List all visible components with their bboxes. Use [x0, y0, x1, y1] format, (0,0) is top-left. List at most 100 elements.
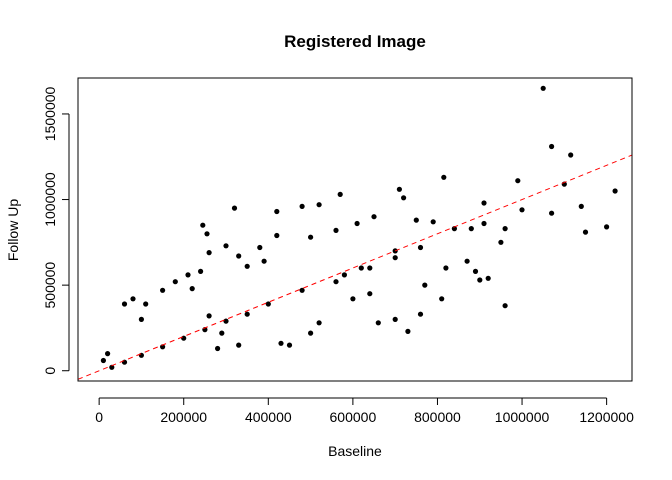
y-tick-label: 0: [42, 367, 58, 375]
data-point: [375, 320, 381, 326]
data-point: [549, 143, 555, 150]
chart-title: Registered Image: [284, 32, 426, 51]
data-point: [261, 258, 267, 264]
data-point: [333, 227, 339, 233]
data-point: [502, 226, 508, 232]
data-point: [371, 214, 377, 220]
data-point: [244, 311, 250, 317]
data-point: [316, 202, 322, 208]
data-point: [519, 207, 525, 213]
data-point: [206, 313, 212, 319]
data-point: [350, 296, 356, 302]
data-point: [274, 232, 280, 239]
data-point: [367, 265, 373, 271]
data-point: [198, 268, 204, 274]
data-point: [204, 231, 210, 237]
data-point: [515, 178, 521, 184]
data-point: [265, 301, 271, 307]
data-point: [405, 328, 411, 334]
data-point: [498, 239, 504, 245]
x-tick-label: 200000: [160, 409, 207, 425]
data-point: [130, 296, 136, 302]
data-point: [316, 320, 322, 326]
data-point: [367, 291, 373, 297]
data-point: [549, 210, 555, 216]
data-point: [286, 342, 293, 348]
data-point: [413, 217, 419, 223]
data-point: [422, 282, 428, 288]
data-point: [121, 301, 128, 307]
data-point: [236, 342, 242, 348]
y-tick-label: 1500000: [42, 86, 58, 141]
data-point: [138, 316, 144, 322]
data-point: [392, 316, 398, 322]
data-point: [223, 318, 229, 324]
reference-line: [77, 154, 633, 380]
data-point: [481, 220, 487, 227]
data-point: [181, 335, 187, 341]
data-point: [540, 85, 546, 91]
x-tick-label: 400000: [245, 409, 292, 425]
data-point: [109, 364, 115, 370]
data-point: [200, 222, 206, 228]
data-point: [417, 311, 424, 317]
data-point: [121, 359, 128, 365]
x-tick-label: 800000: [414, 409, 461, 425]
x-tick-label: 1200000: [579, 409, 634, 425]
data-point: [105, 351, 111, 357]
data-point: [333, 279, 339, 285]
data-point: [337, 191, 343, 197]
y-axis-label: Follow Up: [5, 199, 21, 261]
data-point: [468, 226, 474, 232]
data-point: [430, 219, 436, 225]
x-tick-label: 600000: [330, 409, 377, 425]
data-point: [401, 195, 407, 201]
data-point: [354, 220, 360, 227]
data-points: [100, 85, 618, 370]
data-point: [502, 303, 508, 309]
data-point: [160, 287, 166, 293]
x-tick-label: 0: [95, 409, 103, 425]
data-point: [138, 352, 144, 358]
data-point: [392, 255, 398, 261]
data-point: [244, 263, 250, 269]
data-point: [341, 272, 347, 278]
data-point: [299, 203, 305, 209]
data-point: [481, 200, 487, 206]
x-axis-label: Baseline: [328, 443, 382, 459]
data-point: [417, 244, 424, 251]
data-point: [189, 286, 195, 292]
data-point: [143, 301, 149, 307]
data-point: [219, 330, 225, 336]
data-point: [257, 244, 263, 251]
y-tick-label: 1000000: [42, 172, 58, 227]
data-point: [578, 203, 584, 209]
data-point: [464, 258, 470, 264]
data-point: [485, 275, 491, 281]
data-point: [582, 229, 589, 235]
x-tick-label: 1000000: [495, 409, 550, 425]
data-point: [160, 344, 166, 350]
data-point: [231, 205, 238, 211]
plot-area-frame: [77, 77, 633, 382]
data-point: [441, 174, 447, 180]
data-point: [223, 243, 229, 249]
data-point: [215, 345, 221, 352]
data-point: [308, 330, 314, 336]
data-point: [439, 296, 445, 302]
data-point: [185, 272, 191, 278]
data-point: [278, 340, 284, 346]
data-point: [236, 253, 242, 259]
x-axis: 0 200000 400000 600000 800000 1000000 1200000: [95, 397, 634, 425]
data-point: [396, 186, 402, 192]
data-point: [568, 152, 574, 158]
data-point: [274, 208, 280, 215]
data-point: [443, 265, 449, 271]
data-point: [451, 226, 457, 232]
y-axis: 0 500000 1000000 1500000: [42, 86, 70, 375]
data-point: [308, 234, 314, 240]
data-point: [358, 265, 364, 271]
data-point: [206, 250, 212, 256]
data-point: [472, 268, 479, 274]
data-point: [299, 287, 305, 293]
